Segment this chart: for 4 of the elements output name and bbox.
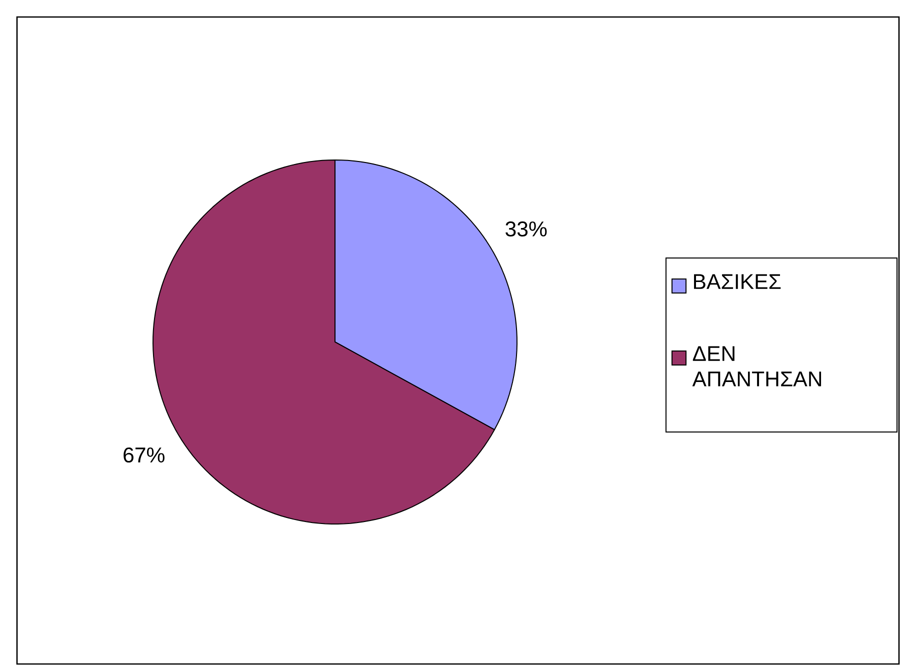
legend-label: ΔΕΝ ΑΠΑΝΤΗΣΑΝ: [692, 346, 822, 386]
data-label: 33%: [506, 221, 547, 237]
data-label: 67%: [124, 447, 164, 463]
legend-label: ΒΑΣΙΚΕΣ: [694, 274, 781, 289]
